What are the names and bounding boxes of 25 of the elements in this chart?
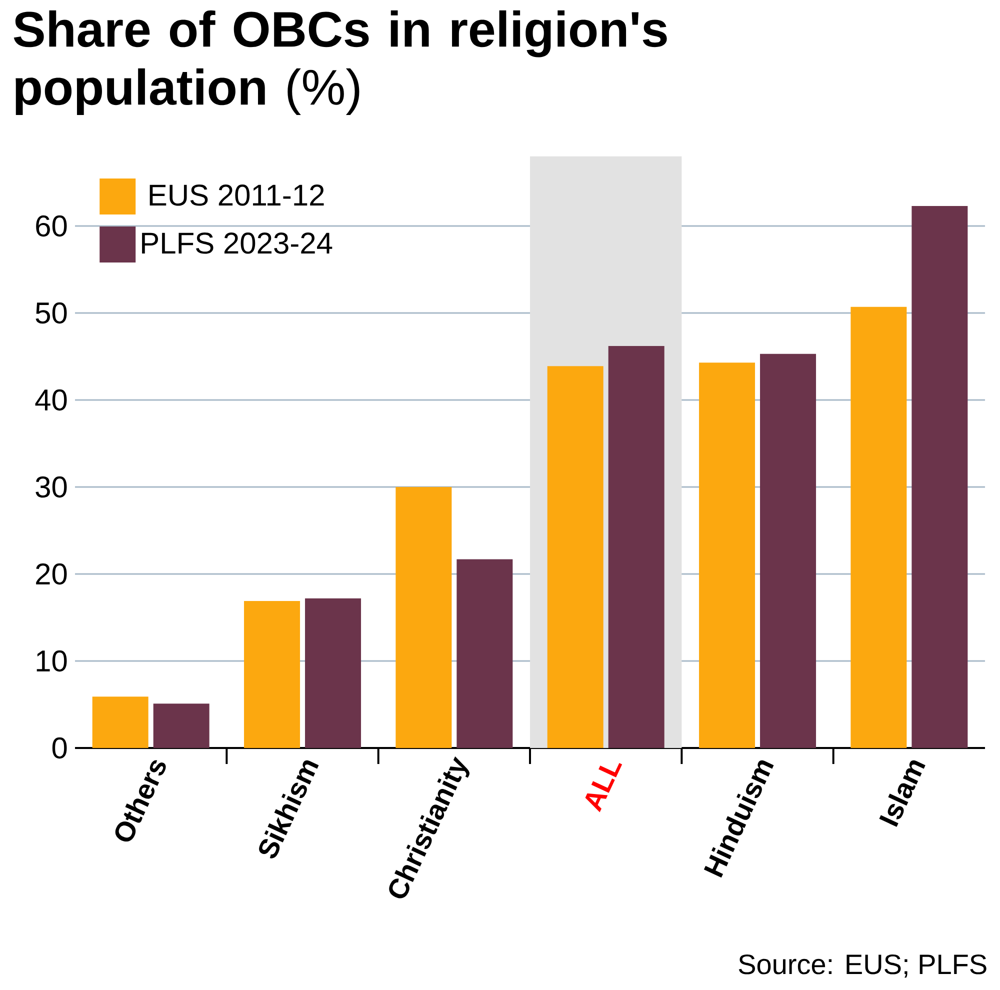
legend-label: EUS 2011-12 xyxy=(150,184,324,206)
y-tick-label: 20 xyxy=(36,563,67,585)
source-note: Source: EUS; PLFS xyxy=(738,954,986,978)
bar xyxy=(305,598,362,748)
bar xyxy=(92,696,148,748)
bar xyxy=(850,306,907,748)
bar xyxy=(608,346,664,748)
x-tick-label: Islam xyxy=(879,760,926,827)
bar xyxy=(547,366,604,748)
bar xyxy=(760,354,816,748)
bar xyxy=(396,486,452,748)
y-tick-label: 30 xyxy=(36,476,67,498)
y-tick-label: 50 xyxy=(36,302,67,324)
y-tick-label: 0 xyxy=(52,737,67,759)
bar xyxy=(699,362,756,748)
y-tick-label: 40 xyxy=(35,389,67,411)
y-tick-label: 60 xyxy=(36,215,67,237)
x-tick-label: ALL xyxy=(585,763,622,812)
y-tick-label: 10 xyxy=(36,650,67,672)
chart-title: Share of OBCs in religion's population (%) xyxy=(14,10,667,115)
legend-label: PLFS 2023-24 xyxy=(142,232,332,254)
bar xyxy=(912,206,968,748)
bar xyxy=(456,559,513,748)
bar xyxy=(244,600,300,748)
bar xyxy=(153,704,210,748)
